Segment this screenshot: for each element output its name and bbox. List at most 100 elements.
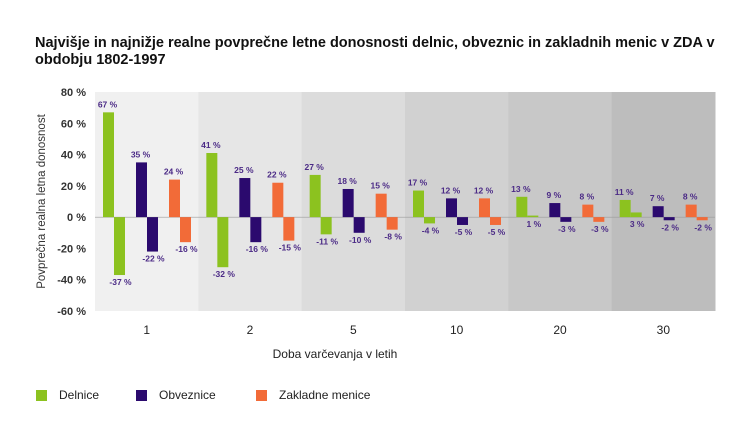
data-label-min: -3 %: [558, 224, 576, 234]
bar-max-zakladne-menice: [272, 182, 284, 218]
x-axis-title: Doba varčevanja v letih: [273, 347, 398, 361]
bar-min-delnice: [527, 215, 539, 218]
bar-max-obveznice: [549, 203, 561, 218]
x-tick-label: 10: [450, 323, 464, 337]
legend-swatch: [36, 389, 47, 401]
bar-max-zakladne-menice: [685, 204, 697, 218]
data-label-max: 11 %: [615, 187, 634, 197]
data-label-min: -15 %: [279, 243, 302, 253]
x-tick-label: 2: [247, 323, 254, 337]
legend-label: Obveznice: [159, 388, 216, 402]
y-tick-label: 60 %: [61, 118, 86, 130]
bar-max-delnice: [103, 112, 114, 218]
data-label-max: 17 %: [408, 178, 428, 188]
x-tick-label: 5: [350, 323, 357, 337]
legend-swatch: [256, 389, 267, 401]
y-tick-label: -60 %: [57, 306, 86, 318]
legend-item: Zakladne menice: [256, 388, 370, 402]
bar-min-delnice: [114, 217, 125, 276]
data-label-min: -2 %: [694, 222, 712, 232]
bar-max-zakladne-menice: [479, 198, 490, 218]
data-label-min: -4 %: [422, 225, 440, 235]
bar-min-zakladne-menice: [180, 217, 191, 243]
data-label-min: -37 %: [109, 277, 132, 287]
data-label-min: -11 %: [316, 236, 338, 246]
data-label-max: 8 %: [580, 192, 595, 202]
bar-min-delnice: [424, 217, 435, 224]
bar-min-zakladne-menice: [386, 217, 398, 230]
bar-max-obveznice: [136, 162, 147, 218]
data-label-max: 27 %: [304, 162, 324, 172]
data-label-min: -16 %: [246, 244, 269, 254]
bar-min-zakladne-menice: [696, 217, 708, 221]
data-label-max: 8 %: [683, 192, 698, 202]
bar-max-delnice: [206, 153, 218, 218]
y-tick-label: -40 %: [57, 275, 86, 287]
bar-min-obveznice: [560, 217, 572, 222]
data-label-max: 9 %: [547, 190, 562, 200]
data-label-max: 12 %: [474, 185, 494, 195]
bar-max-obveznice: [239, 178, 251, 218]
bar-min-obveznice: [250, 217, 262, 243]
legend: Delnice Obveznice Zakladne menice: [0, 388, 750, 412]
data-label-max: 41 %: [201, 140, 221, 150]
data-label-max: 12 %: [441, 185, 461, 195]
legend-swatch: [136, 389, 147, 401]
bar-max-delnice: [309, 174, 321, 218]
y-tick-label: 0 %: [67, 212, 86, 224]
chart-title: Najvišje in najnižje realne povprečne le…: [35, 35, 715, 68]
legend-item: Delnice: [36, 388, 99, 402]
data-label-max: 25 %: [234, 165, 254, 175]
data-label-min: 1 %: [527, 219, 542, 229]
legend-label: Delnice: [59, 388, 100, 402]
x-tick-label: 20: [553, 323, 567, 337]
data-label-max: 24 %: [164, 167, 184, 177]
bar-min-obveznice: [353, 217, 365, 233]
bar-min-delnice: [630, 212, 642, 218]
bar-min-zakladne-menice: [593, 217, 605, 222]
bar-min-obveznice: [457, 217, 468, 225]
y-tick-label: 80 %: [61, 87, 86, 99]
y-axis-title: Povprečna realna letna donosnost: [36, 113, 48, 288]
data-label-max: 15 %: [370, 181, 390, 191]
bar-max-obveznice: [342, 188, 354, 218]
legend-item: Obveznice: [136, 388, 216, 402]
x-tick-label: 1: [143, 323, 150, 337]
data-label-max: 13 %: [511, 184, 531, 194]
bar-min-delnice: [217, 217, 229, 268]
y-tick-label: 40 %: [61, 150, 86, 162]
data-label-max: 35 %: [131, 149, 151, 159]
bar-max-delnice: [413, 190, 424, 218]
data-label-min: -10 %: [349, 235, 372, 245]
x-tick-label: 30: [657, 323, 671, 337]
bar-max-obveznice: [446, 198, 457, 218]
bar-max-delnice: [516, 196, 528, 218]
data-label-min: -5 %: [488, 227, 506, 237]
data-label-min: 3 %: [630, 219, 645, 229]
data-label-max: 22 %: [267, 170, 287, 180]
data-label-max: 7 %: [650, 193, 665, 203]
bar-max-delnice: [619, 199, 631, 218]
bar-min-zakladne-menice: [490, 217, 501, 225]
data-label-min: -22 %: [142, 254, 165, 264]
data-label-min: -2 %: [661, 222, 679, 232]
data-label-min: -5 %: [455, 227, 473, 237]
bar-max-obveznice: [652, 206, 664, 218]
bar-min-zakladne-menice: [283, 217, 295, 241]
data-label-max: 67 %: [98, 99, 118, 109]
bar-min-obveznice: [147, 217, 158, 252]
data-label-max: 18 %: [337, 176, 357, 186]
bar-max-zakladne-menice: [169, 179, 180, 218]
y-tick-label: 20 %: [61, 181, 86, 193]
data-label-min: -8 %: [384, 232, 402, 242]
data-label-min: -3 %: [591, 224, 609, 234]
legend-label: Zakladne menice: [279, 388, 371, 402]
bar-max-zakladne-menice: [375, 193, 387, 218]
bar-min-delnice: [320, 217, 332, 235]
y-tick-label: -20 %: [57, 243, 86, 255]
bar-max-zakladne-menice: [582, 204, 594, 218]
data-label-min: -16 %: [175, 244, 198, 254]
data-label-min: -32 %: [213, 269, 236, 279]
bar-min-obveznice: [663, 217, 675, 221]
